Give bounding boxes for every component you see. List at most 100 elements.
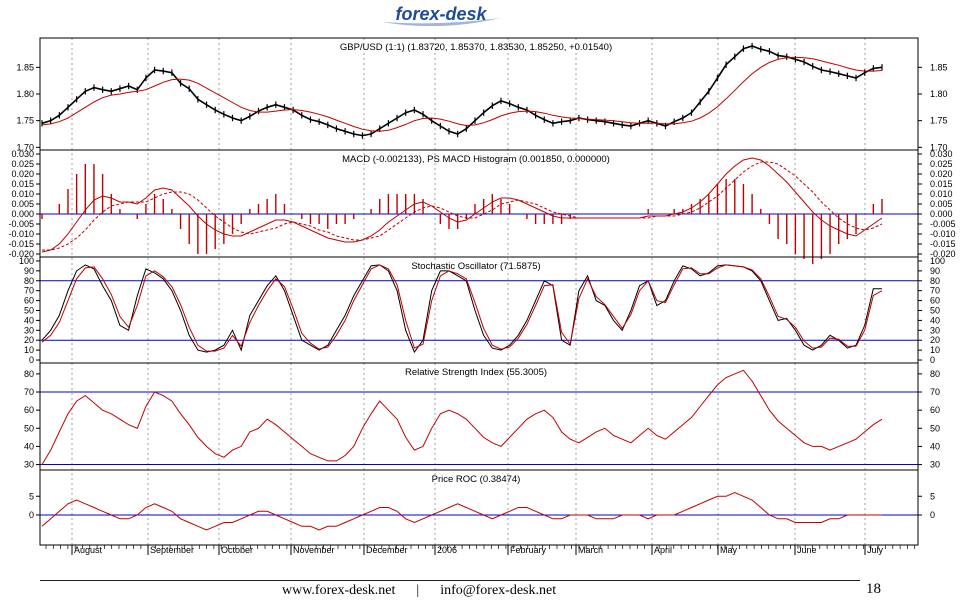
y-tick-label-right: 90 [930,266,940,276]
y-tick-label-right: 0 [930,510,935,520]
footer-contact: www.forex-desk.net | info@forex-desk.net [282,583,556,599]
logo-swoosh [382,18,500,27]
y-tick-label-right: 70 [930,387,940,397]
y-tick-label-left: 1.75 [16,116,34,126]
y-tick-label-left: 70 [24,387,34,397]
page-footer: www.forex-desk.net | info@forex-desk.net… [0,578,960,600]
panel-frame [39,362,919,471]
indicator-panel-2: MACD (-0.002133), PS MACD Histogram (0.0… [8,149,956,264]
y-tick-label-right: 20 [930,335,940,345]
y-tick-label-right: 80 [930,369,940,379]
y-tick-label-right: 1.75 [930,116,948,126]
y-tick-label-right: 40 [930,315,940,325]
y-tick-label-left: 10 [24,345,34,355]
y-tick-label-right: 80 [930,276,940,286]
y-tick-label-right: 1.70 [930,142,948,152]
page-number: 18 [866,581,881,597]
panel-title: Stochastic Oscillator (71.5875) [411,261,540,272]
y-tick-label-right: 1.80 [930,89,948,99]
forex-desk-logo: forex-desk [382,4,500,27]
panel-title: Relative Strength Index (55.3005) [405,367,547,378]
y-tick-label-left: 0.005 [11,199,34,209]
y-tick-label-left: -0.010 [8,229,34,239]
footer-email[interactable]: info@forex-desk.net [440,583,557,598]
x-tick-label: February [510,545,547,555]
footer-separator: | [416,583,420,598]
y-tick-label-right: 0.025 [930,159,953,169]
technical-analysis-chart: GBP/USD (1:1) (1.83720, 1.85370, 1.83530… [8,37,956,555]
series-line-1 [41,157,883,253]
panel-title: Price ROC (0.38474) [432,474,521,485]
footer-website[interactable]: www.forex-desk.net [282,583,396,598]
y-tick-label-left: 50 [24,423,34,433]
y-tick-label-right: -0.020 [930,249,956,259]
x-tick-label: 2006 [437,545,457,555]
y-tick-label-left: 0 [29,510,34,520]
series-line-2 [42,161,883,251]
series-line-1 [41,369,883,465]
indicator-panel-4: Relative Strength Index (55.3005) 30 30 40 4… [24,362,940,471]
y-tick-label-left: 40 [24,441,34,451]
y-tick-label-left: 30 [24,325,34,335]
y-tick-label-right: 60 [930,296,940,306]
y-tick-label-right: -0.015 [930,239,956,249]
y-tick-label-right: -0.005 [930,219,956,229]
y-tick-label-left: 30 [24,460,34,470]
y-tick-label-left: 0 [29,355,34,365]
indicator-panel-5: Price ROC (0.38474) 0 0 5 5 [29,469,935,546]
x-tick-label: November [293,545,335,555]
x-axis: August September October November December 20… [40,544,918,555]
x-tick-label: March [578,545,603,555]
y-tick-label-left: 80 [24,369,34,379]
y-tick-label-left: 0.030 [11,149,34,159]
y-tick-label-left: 1.85 [16,62,34,72]
panel-frame [39,256,919,364]
y-tick-label-left: 0.010 [11,189,34,199]
y-tick-label-left: 70 [24,286,34,296]
x-tick-label: April [654,545,672,555]
logo-text: forex-desk [395,4,487,24]
y-tick-label-left: 0.015 [11,179,34,189]
y-tick-label-right: 70 [930,286,940,296]
y-tick-label-right: 0.010 [930,189,953,199]
y-tick-label-left: 40 [24,315,34,325]
series-line-1 [41,45,883,137]
series-line-1 [41,491,882,531]
y-tick-label-left: 100 [19,256,34,266]
y-tick-label-right: 1.85 [930,62,948,72]
y-tick-label-right: 0.005 [930,199,953,209]
y-tick-label-left: 60 [24,296,34,306]
y-tick-label-left: 1.80 [16,89,34,99]
y-tick-label-right: 5 [930,491,935,501]
x-tick-label: December [366,545,408,555]
x-tick-label: September [150,545,194,555]
y-tick-label-left: -0.020 [8,249,34,259]
y-tick-label-left: 0.020 [11,169,34,179]
y-tick-label-right: 100 [930,256,945,266]
x-tick-label: October [221,545,253,555]
y-tick-label-left: -0.005 [8,219,34,229]
y-tick-label-left: 90 [24,266,34,276]
y-tick-label-left: 80 [24,276,34,286]
y-tick-label-right: -0.010 [930,229,956,239]
y-tick-label-right: 50 [930,423,940,433]
x-tick-label: July [867,545,884,555]
y-tick-label-right: 10 [930,345,940,355]
y-tick-label-right: 0.015 [930,179,953,189]
y-tick-label-right: 60 [930,405,940,415]
series-line-2 [41,264,883,352]
series-line-1 [41,264,882,354]
y-tick-label-right: 0.020 [930,169,953,179]
y-tick-label-left: -0.015 [8,239,34,249]
y-tick-label-left: 5 [29,491,34,501]
y-tick-label-right: 50 [930,305,940,315]
series-line-2 [41,56,883,132]
x-tick-label: June [797,545,817,555]
y-tick-label-left: 0.000 [11,209,34,219]
indicator-panel-1: GBP/USD (1:1) (1.83720, 1.85370, 1.83530… [16,37,948,152]
y-tick-label-left: 20 [24,335,34,345]
panel-title: GBP/USD (1:1) (1.83720, 1.85370, 1.83530… [340,42,612,53]
y-tick-label-right: 40 [930,441,940,451]
panel-title: MACD (-0.002133), PS MACD Histogram (0.0… [342,154,610,165]
x-tick-label: August [74,545,103,555]
